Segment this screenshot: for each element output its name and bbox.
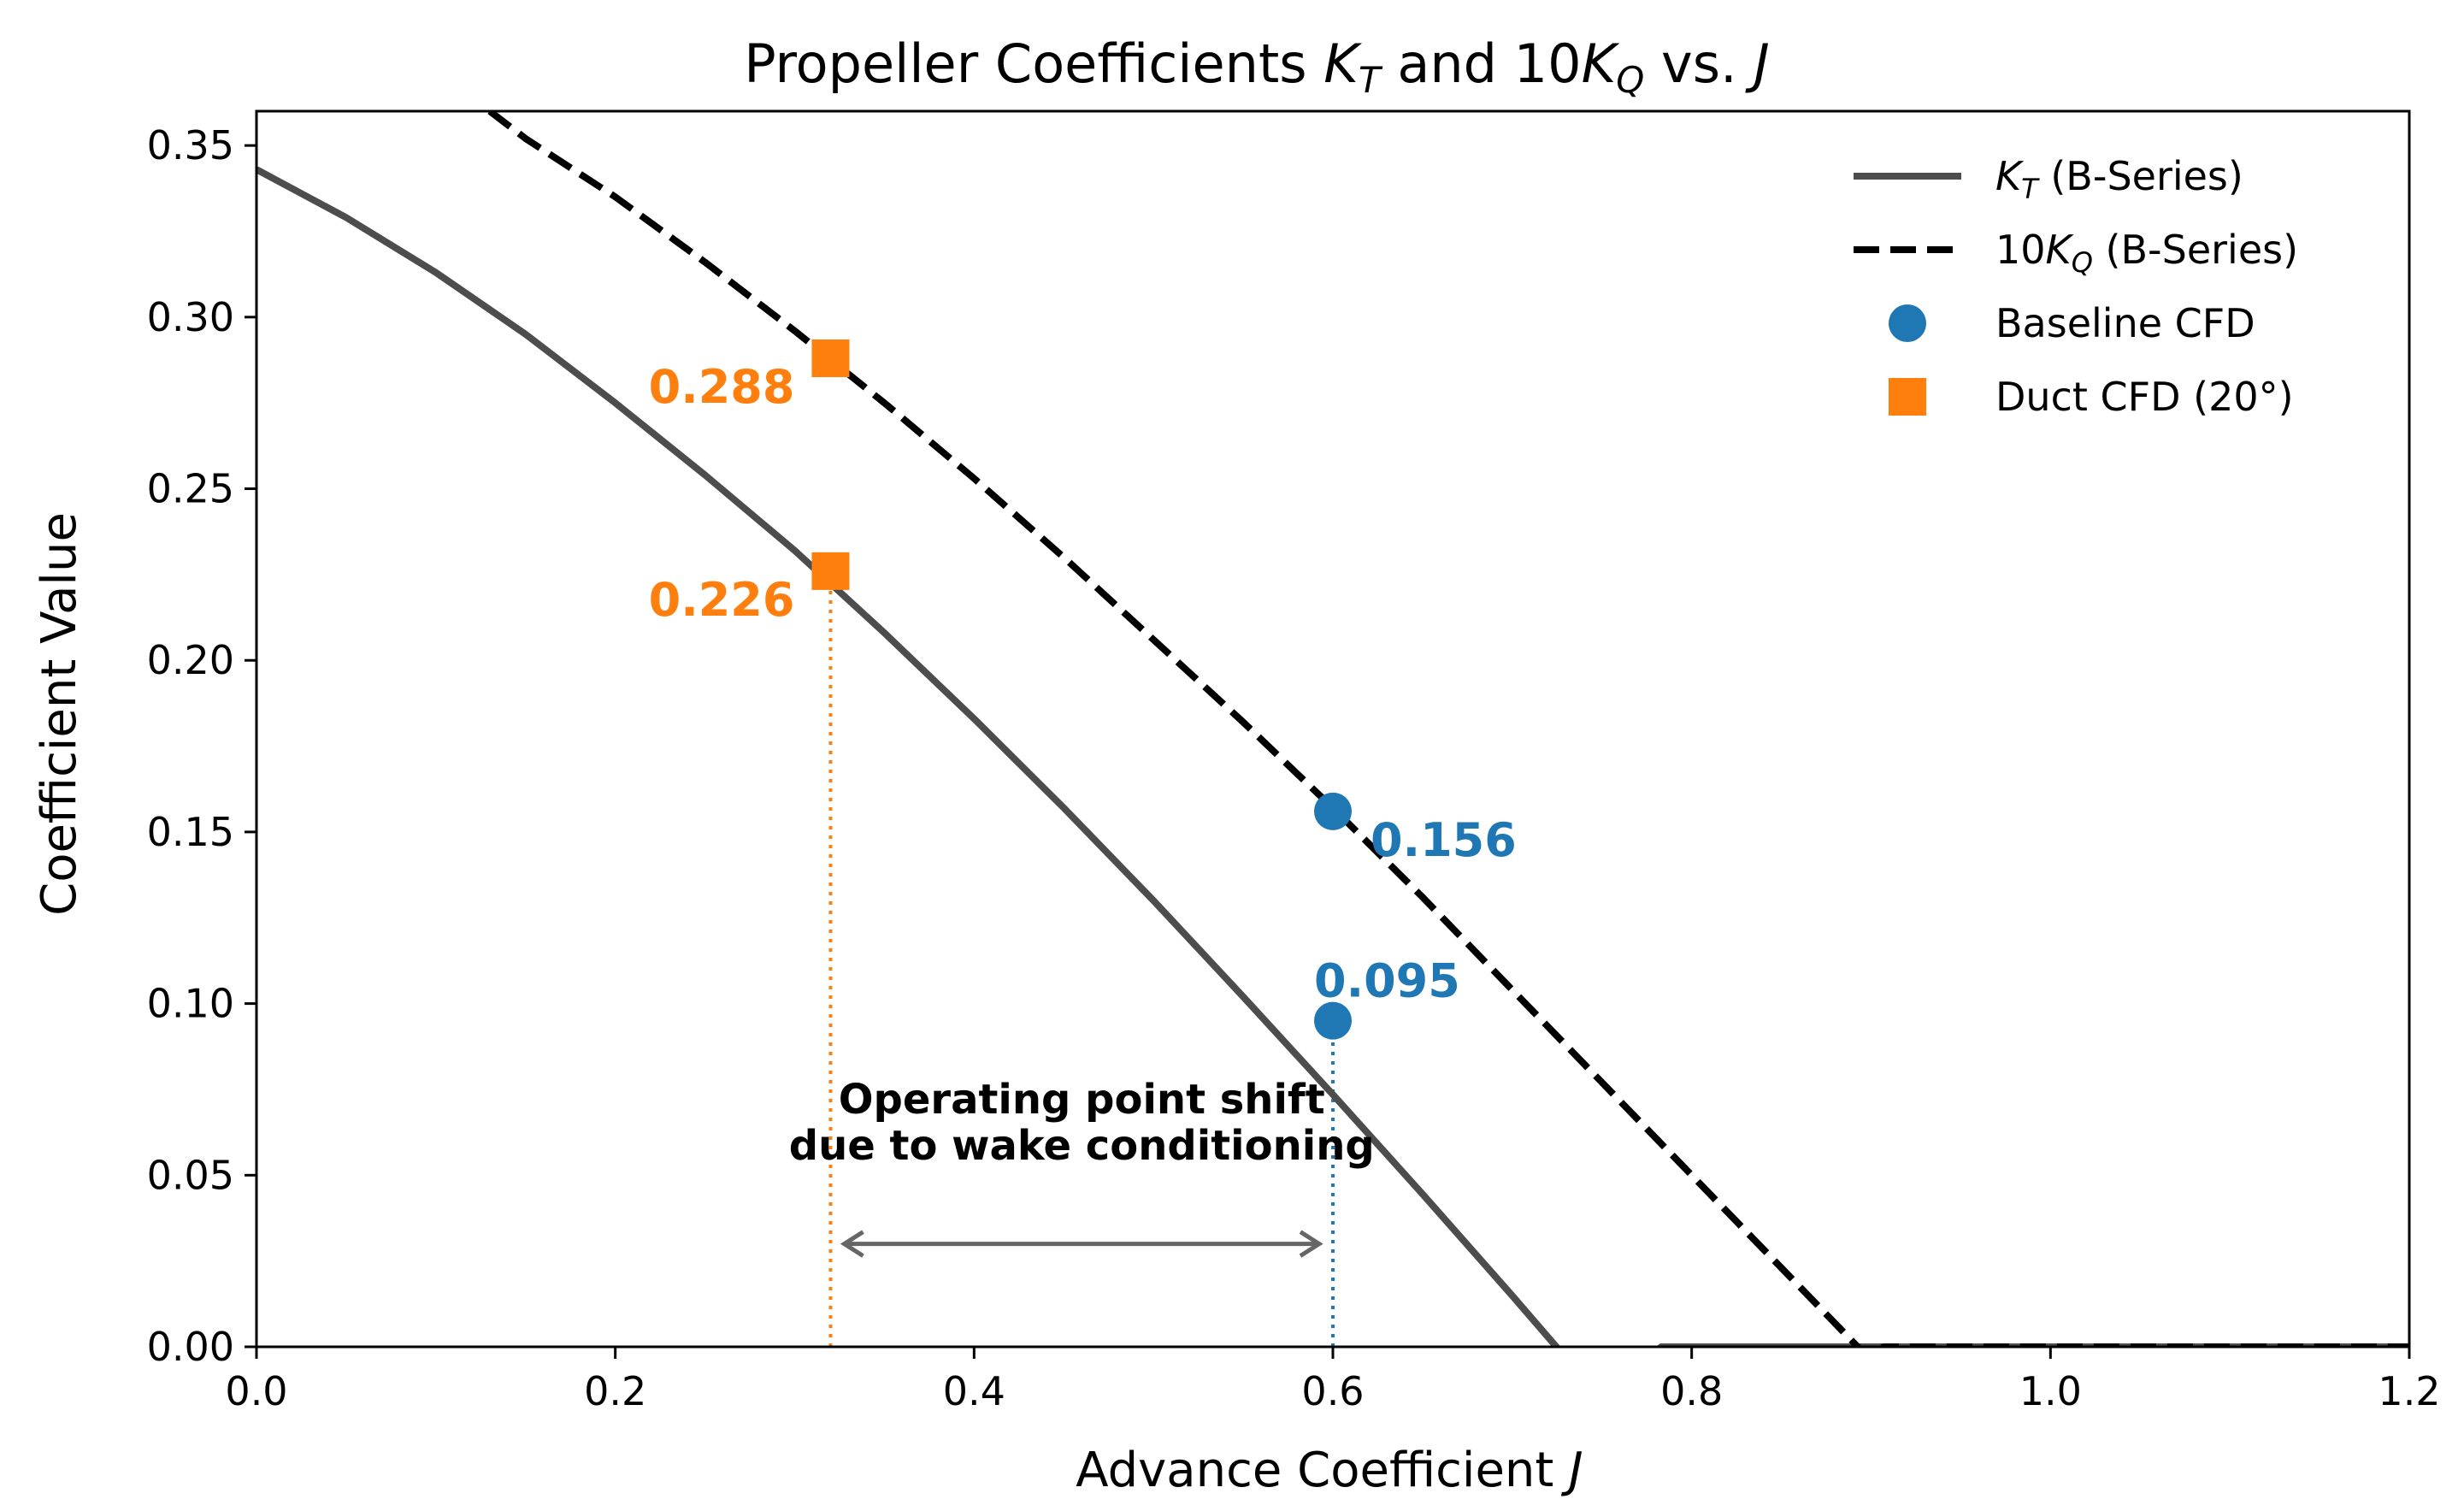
y-tick-label: 0.15 bbox=[147, 809, 234, 855]
shift-annotation-line2: due to wake conditioning bbox=[789, 1122, 1375, 1170]
x-tick-label: 0.4 bbox=[943, 1368, 1005, 1414]
y-tick-label: 0.00 bbox=[147, 1324, 234, 1370]
series-line-10kq bbox=[487, 111, 2409, 1347]
x-tick-label: 1.0 bbox=[2019, 1368, 2082, 1414]
y-tick-label: 0.05 bbox=[147, 1152, 234, 1198]
chart-title: Propeller Coefficients KT and 10KQ vs. J bbox=[744, 32, 1769, 101]
point-value-label: 0.288 bbox=[649, 360, 795, 414]
legend-duct-label: Duct CFD (20°) bbox=[1995, 374, 2294, 420]
baseline-cfd-point bbox=[1314, 792, 1352, 830]
reference-lines bbox=[828, 570, 1335, 1347]
x-axis-ticks: 0.0 0.2 0.4 0.6 0.8 1.0 1.2 bbox=[225, 1347, 2441, 1414]
x-tick-label: 0.8 bbox=[1660, 1368, 1723, 1414]
x-tick-label: 0.6 bbox=[1301, 1368, 1364, 1414]
series-lines bbox=[256, 111, 2409, 1347]
y-axis-label: Coefficient Value bbox=[32, 512, 87, 916]
y-tick-label: 0.10 bbox=[147, 981, 234, 1027]
legend-baseline-marker bbox=[1889, 304, 1926, 342]
shift-annotation: Operating point shift due to wake condit… bbox=[789, 1076, 1375, 1258]
shift-annotation-line1: Operating point shift bbox=[839, 1076, 1325, 1124]
baseline-cfd-point bbox=[1314, 1001, 1352, 1040]
x-tick-label: 0.2 bbox=[584, 1368, 646, 1414]
y-tick-label: 0.30 bbox=[147, 294, 234, 340]
point-value-label: 0.156 bbox=[1371, 813, 1517, 867]
point-value-label: 0.095 bbox=[1314, 954, 1460, 1008]
series-line-kt bbox=[256, 166, 2409, 1347]
x-axis-label: Advance Coefficient J bbox=[1076, 1443, 1583, 1498]
point-value-label: 0.226 bbox=[649, 573, 795, 627]
duct-cfd-point bbox=[811, 552, 850, 590]
legend-baseline-label: Baseline CFD bbox=[1995, 300, 2255, 346]
legend-duct-marker bbox=[1889, 378, 1926, 416]
shift-arrow-head-left bbox=[840, 1230, 864, 1258]
legend-kt-label: KT (B-Series) bbox=[1995, 153, 2243, 205]
legend: KT (B-Series) 10KQ (B-Series) Baseline C… bbox=[1854, 153, 2298, 420]
shift-arrow-head-right bbox=[1299, 1230, 1323, 1258]
y-tick-label: 0.35 bbox=[147, 122, 234, 168]
x-tick-label: 0.0 bbox=[225, 1368, 287, 1414]
y-axis-ticks: 0.00 0.05 0.10 0.15 0.20 0.25 0.30 0.35 bbox=[147, 122, 256, 1370]
duct-cfd-point bbox=[811, 339, 850, 377]
y-tick-label: 0.20 bbox=[147, 637, 234, 683]
x-tick-label: 1.2 bbox=[2378, 1368, 2440, 1414]
y-tick-label: 0.25 bbox=[147, 466, 234, 512]
data-points: 0.156 0.095 0.288 0.226 bbox=[649, 339, 1517, 1040]
legend-kq-label: 10KQ (B-Series) bbox=[1995, 227, 2298, 279]
